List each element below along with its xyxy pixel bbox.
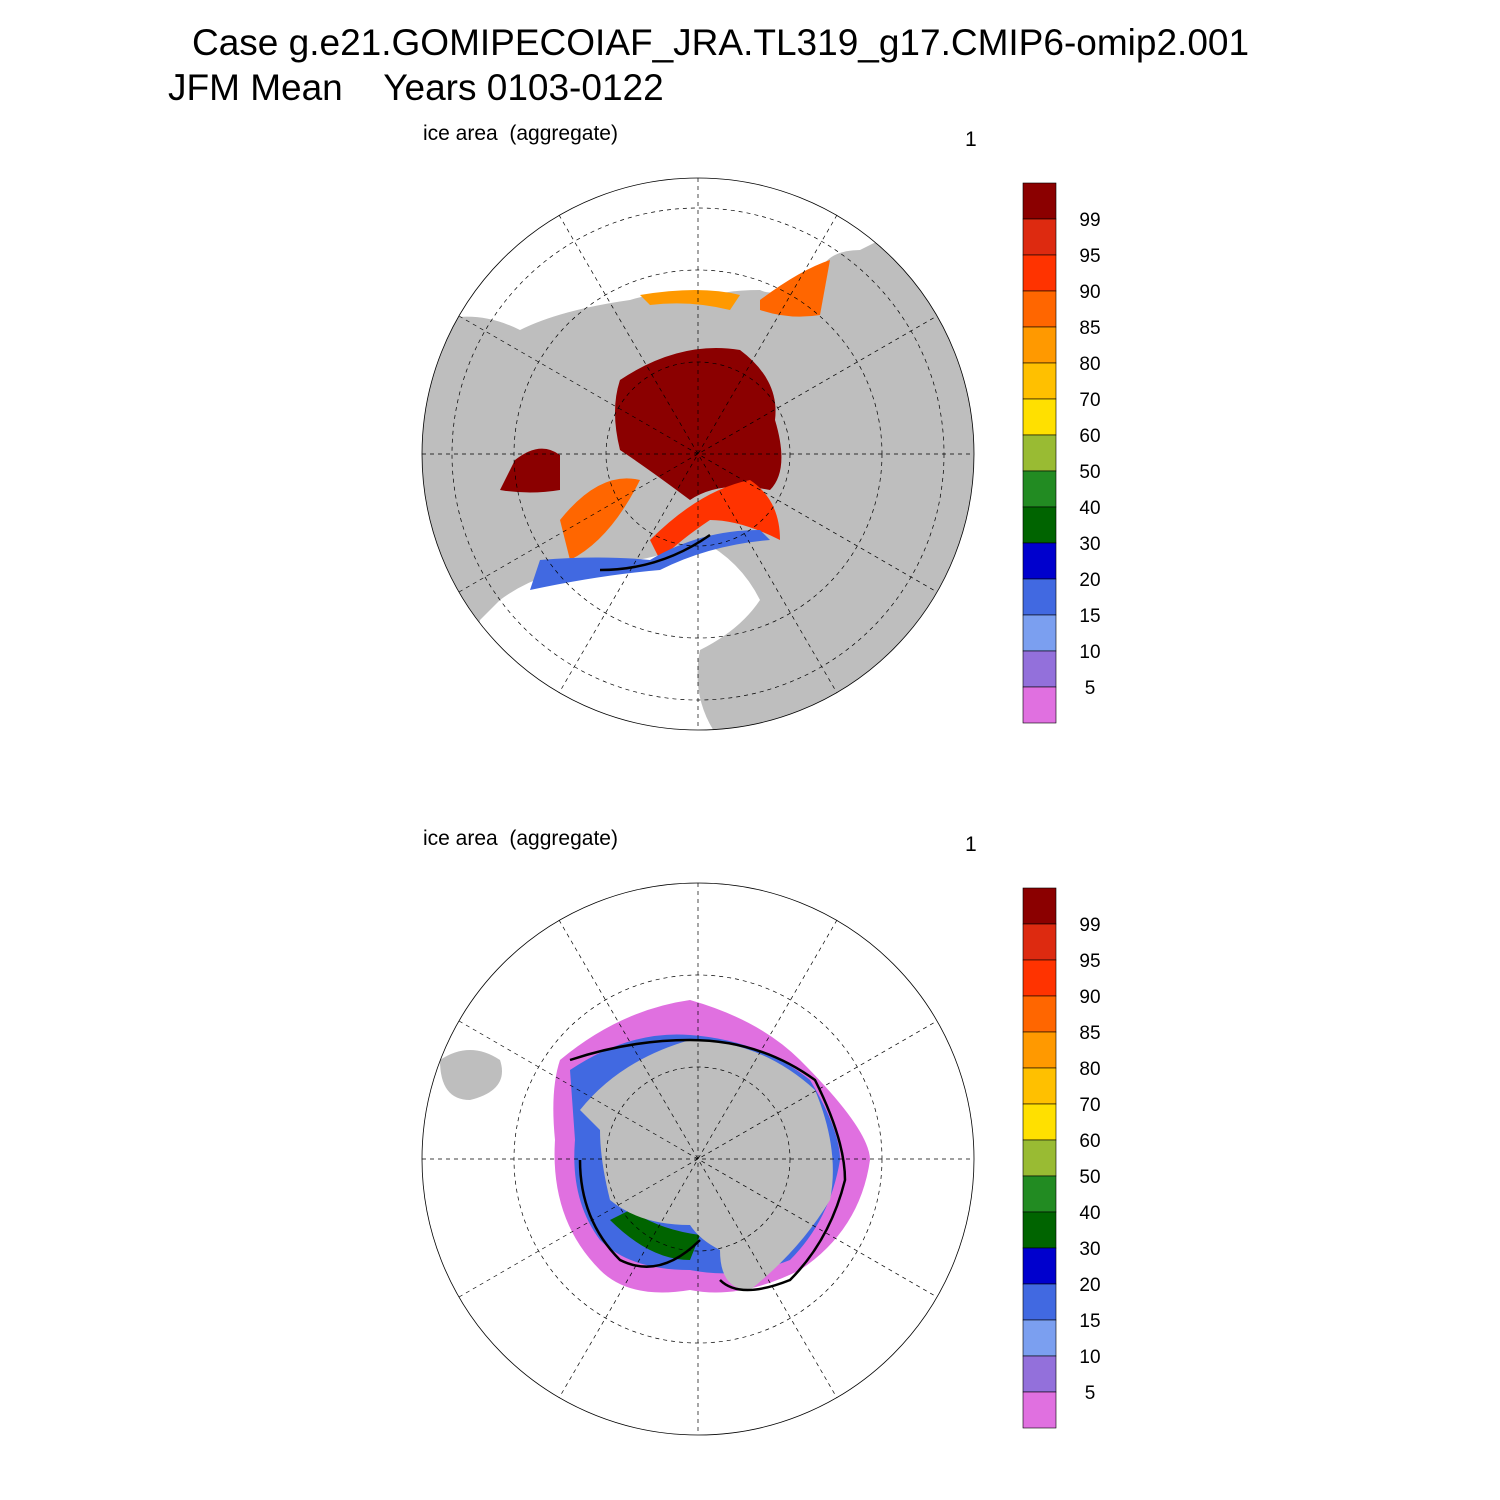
colorbar-box xyxy=(1022,398,1057,436)
colorbar-label: 70 xyxy=(1079,390,1100,411)
colorbar-box xyxy=(1022,434,1057,472)
colorbar-box xyxy=(1022,1175,1057,1213)
panel-title: ice area (aggregate) xyxy=(423,122,618,145)
colorbar-box xyxy=(1022,218,1057,256)
panel-units: 1 xyxy=(965,833,977,856)
colorbar-box xyxy=(1022,1283,1057,1321)
colorbar-label: 15 xyxy=(1079,606,1100,627)
colorbar-box xyxy=(1022,542,1057,580)
colorbar-label: 95 xyxy=(1079,246,1100,267)
colorbar-label: 20 xyxy=(1079,1275,1100,1296)
colorbar-label: 60 xyxy=(1079,426,1100,447)
colorbar-box xyxy=(1022,578,1057,616)
colorbar-label: 90 xyxy=(1079,987,1100,1008)
colorbar-label: 85 xyxy=(1079,318,1100,339)
colorbar-label: 10 xyxy=(1079,642,1100,663)
colorbar-box xyxy=(1022,995,1057,1033)
colorbar-box xyxy=(1022,1031,1057,1069)
panel-units: 1 xyxy=(965,128,977,151)
colorbar-label: 40 xyxy=(1079,1203,1100,1224)
panel-title: ice area (aggregate) xyxy=(423,827,618,850)
colorbar-label: 30 xyxy=(1079,1239,1100,1260)
colorbar-label: 30 xyxy=(1079,534,1100,555)
colorbar-label: 60 xyxy=(1079,1131,1100,1152)
colorbar-box xyxy=(1022,1391,1057,1429)
colorbar-label: 70 xyxy=(1079,1095,1100,1116)
colorbar-label: 90 xyxy=(1079,282,1100,303)
colorbar-label: 5 xyxy=(1085,678,1096,699)
antarctic-map xyxy=(421,882,975,1436)
colorbar-label: 85 xyxy=(1079,1023,1100,1044)
title-line: JFM Mean Years 0103-0122 xyxy=(168,67,664,108)
colorbar-box xyxy=(1022,959,1057,997)
colorbar-label: 40 xyxy=(1079,498,1100,519)
colorbar-box xyxy=(1022,1355,1057,1393)
arctic-map xyxy=(421,177,975,731)
title-line: Case g.e21.GOMIPECOIAF_JRA.TL319_g17.CMI… xyxy=(192,22,1249,63)
colorbar-label: 80 xyxy=(1079,1059,1100,1080)
colorbar-label: 20 xyxy=(1079,570,1100,591)
colorbar-box xyxy=(1022,923,1057,961)
colorbar-box xyxy=(1022,470,1057,508)
colorbar-box xyxy=(1022,1319,1057,1357)
colorbar-box xyxy=(1022,506,1057,544)
colorbar-box xyxy=(1022,182,1057,220)
colorbar-box xyxy=(1022,362,1057,400)
colorbar-label: 15 xyxy=(1079,1311,1100,1332)
colorbar-label: 50 xyxy=(1079,462,1100,483)
colorbar-box xyxy=(1022,1103,1057,1141)
colorbar-label: 5 xyxy=(1085,1383,1096,1404)
colorbar-label: 99 xyxy=(1079,915,1100,936)
colorbar-label: 10 xyxy=(1079,1347,1100,1368)
colorbar-label: 99 xyxy=(1079,210,1100,231)
colorbar-box xyxy=(1022,1139,1057,1177)
colorbar-label: 50 xyxy=(1079,1167,1100,1188)
colorbar-label: 95 xyxy=(1079,951,1100,972)
colorbar-box xyxy=(1022,614,1057,652)
colorbar-box xyxy=(1022,326,1057,364)
colorbar-box xyxy=(1022,887,1057,925)
colorbar-box xyxy=(1022,686,1057,724)
colorbar-box xyxy=(1022,254,1057,292)
colorbar-box xyxy=(1022,290,1057,328)
colorbar-box xyxy=(1022,1211,1057,1249)
colorbar-box xyxy=(1022,1067,1057,1105)
colorbar-box xyxy=(1022,1247,1057,1285)
colorbar-label: 80 xyxy=(1079,354,1100,375)
colorbar-box xyxy=(1022,650,1057,688)
